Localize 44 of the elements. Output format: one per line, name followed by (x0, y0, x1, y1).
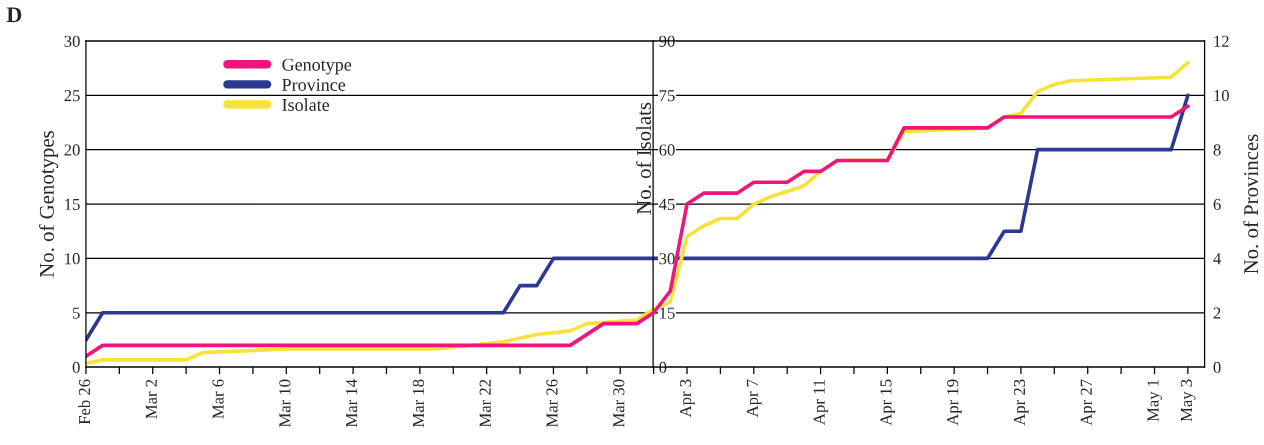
y3-tick-label: 12 (1214, 35, 1229, 47)
x-tick-label: May 1 (1147, 379, 1163, 422)
legend-label: Genotype (282, 58, 352, 75)
y-tick-label: 15 (65, 198, 80, 210)
x-tick-label: Feb 26 (78, 379, 91, 425)
x-tick-label: Mar 18 (412, 379, 425, 428)
x-tick-label: Apr 15 (880, 379, 895, 426)
x-tick-label: Apr 11 (813, 379, 829, 425)
legend-label: Province (282, 78, 346, 91)
y3-tick-label: 0 (1213, 361, 1221, 374)
y-tick-label: 0 (72, 361, 80, 374)
x-tick-label: Apr 7 (746, 379, 762, 418)
y3-tick-label: 6 (1213, 198, 1221, 210)
x-tick-label: Mar 6 (212, 379, 224, 419)
x-tick-label: Mar 2 (145, 379, 157, 419)
y-tick-label: 10 (65, 253, 80, 265)
x-tick-label: Mar 26 (546, 379, 558, 428)
y3-tick-label: 2 (1213, 307, 1221, 319)
x-tick-label: Mar 30 (613, 379, 625, 428)
x-tick-label: Mar 10 (279, 379, 291, 428)
y2-axis-title: No. of Isolats (636, 102, 652, 215)
x-tick-label: Apr 3 (679, 379, 695, 418)
x-tick-label: Mar 14 (346, 379, 358, 428)
y-tick-label: 25 (64, 90, 80, 102)
y2-tick-label: 15 (660, 307, 675, 319)
y-tick-label: 30 (64, 35, 80, 47)
x-tick-label: Apr 19 (947, 379, 962, 426)
x-tick-label: May 3 (1180, 379, 1196, 422)
y3-tick-label: 10 (1214, 90, 1229, 102)
y2-tick-label: 30 (659, 253, 675, 265)
y-tick-label: 5 (73, 307, 80, 319)
legend-label: Isolate (282, 98, 330, 112)
y-axis-title: No. of Genotypes (39, 131, 59, 278)
y2-tick-label: 75 (659, 90, 675, 102)
y3-axis-title: No. of Provinces (1243, 134, 1259, 274)
y2-tick-label: 60 (659, 144, 675, 156)
x-tick-label: Apr 23 (1013, 379, 1029, 426)
x-tick-label: Apr 27 (1080, 379, 1096, 426)
x-tick-label: Mar 22 (479, 379, 491, 428)
y2-tick-label: 45 (658, 198, 675, 210)
chart-title: D (6, 7, 22, 23)
y-tick-label: 20 (64, 144, 80, 156)
y3-tick-label: 4 (1213, 253, 1221, 265)
y3-tick-label: 8 (1213, 144, 1221, 156)
